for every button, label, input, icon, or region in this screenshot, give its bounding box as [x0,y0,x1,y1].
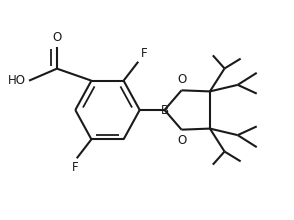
Text: O: O [177,134,186,147]
Text: B: B [161,103,169,117]
Text: HO: HO [8,74,26,87]
Text: O: O [52,31,61,44]
Text: F: F [72,161,78,174]
Text: F: F [141,47,147,60]
Text: O: O [177,73,186,86]
